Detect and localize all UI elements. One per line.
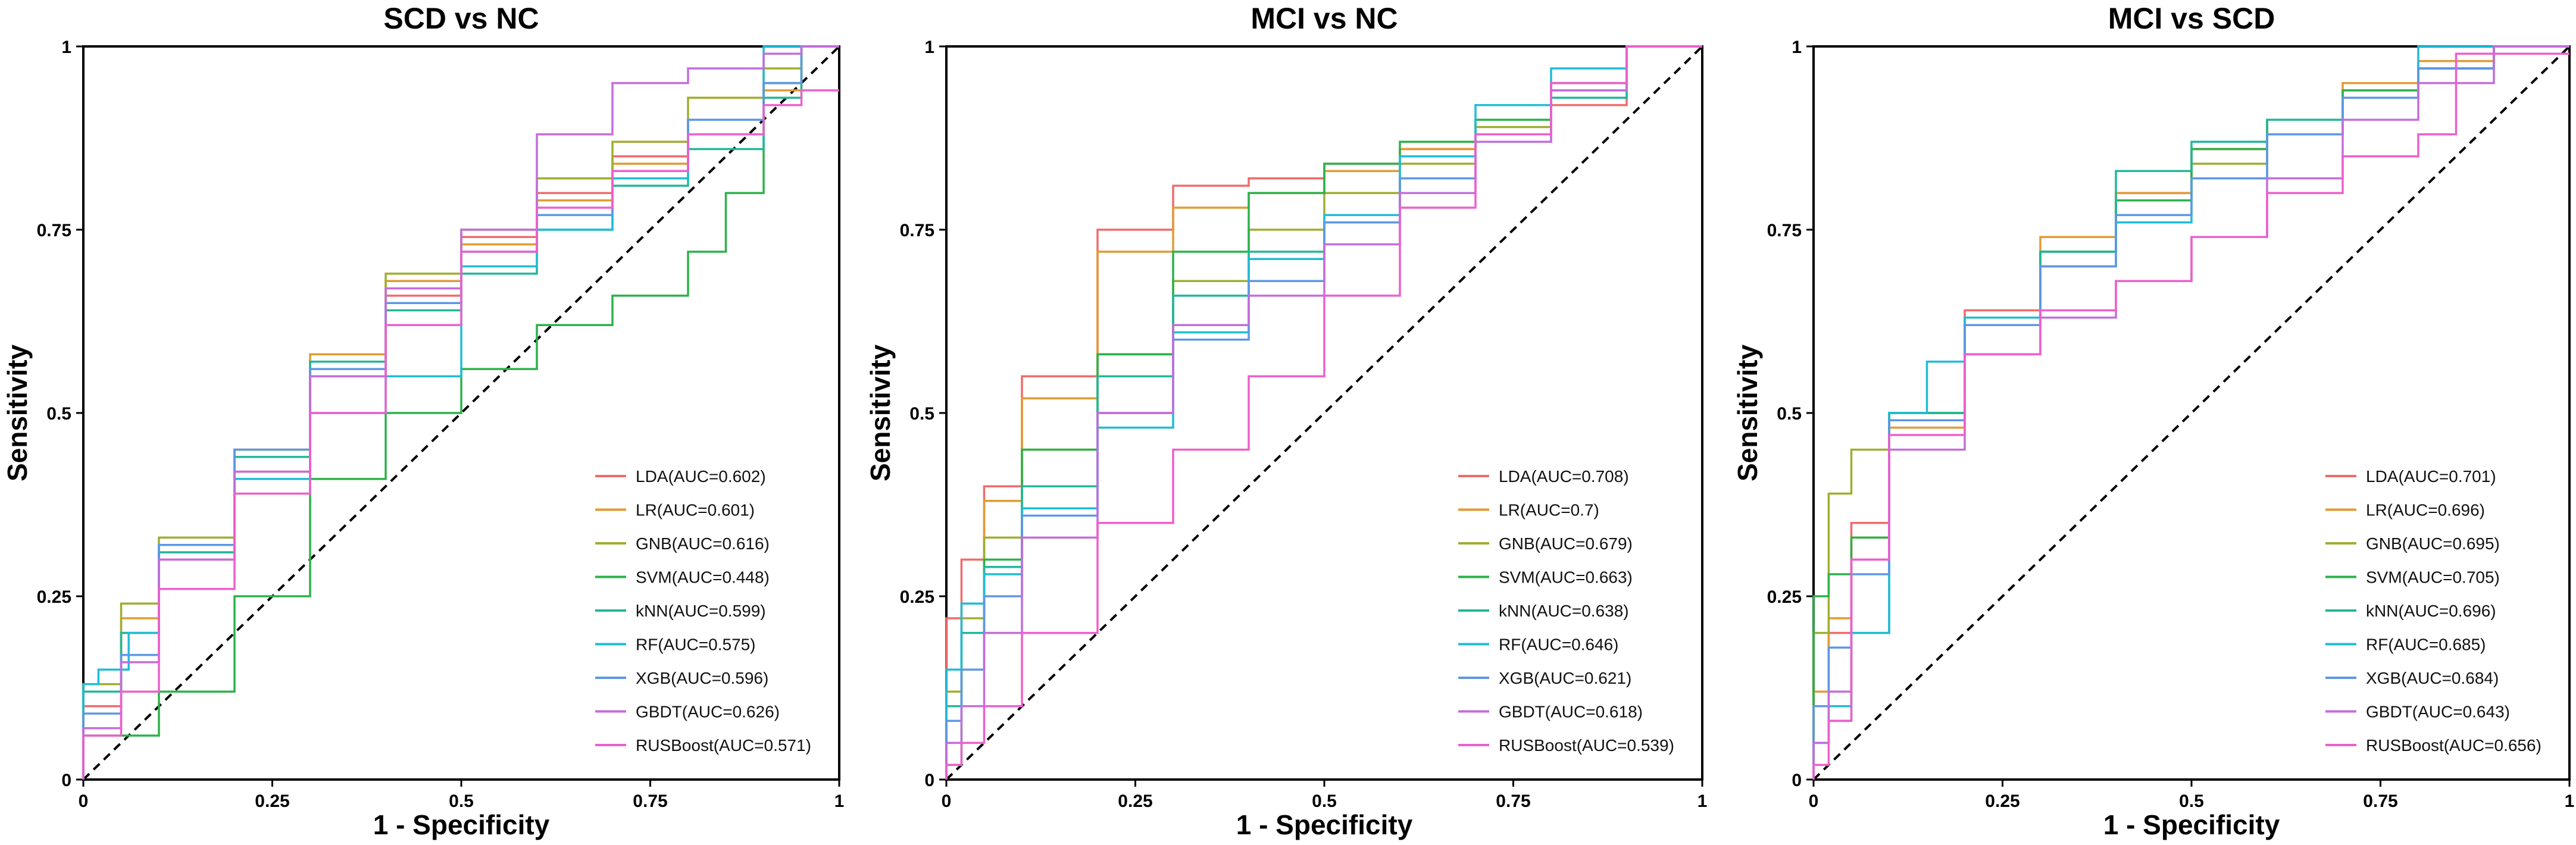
roc-series-line bbox=[82, 45, 839, 780]
legend-label: RUSBoost(AUC=0.571) bbox=[636, 736, 811, 755]
x-tick-label: 0.75 bbox=[633, 791, 667, 811]
x-tick-label: 0 bbox=[942, 791, 952, 811]
x-tick-label: 0 bbox=[79, 791, 89, 811]
legend-label: XGB(AUC=0.684) bbox=[2366, 669, 2499, 687]
legend-label: LDA(AUC=0.708) bbox=[1499, 467, 1629, 486]
x-axis-label: 1 - Specificity bbox=[2103, 809, 2280, 840]
y-axis-label: Sensitivity bbox=[2, 345, 33, 482]
legend-label: LDA(AUC=0.701) bbox=[2366, 467, 2496, 486]
roc-panel-3: 0 0.25 0.5 0.75 1 0 0.25 0.5 0.75 1 MCI vs SCD 1 - … bbox=[1732, 2, 2574, 840]
y-tick-label: 0.25 bbox=[1767, 587, 1802, 607]
x-tick-label: 1 bbox=[1697, 791, 1708, 811]
y-tick-label: 1 bbox=[1792, 37, 1802, 57]
legend-label: RF(AUC=0.685) bbox=[2366, 636, 2486, 654]
x-tick-label: 0.75 bbox=[2363, 791, 2397, 811]
y-tick-label: 0.5 bbox=[46, 404, 71, 424]
x-tick-label: 0.5 bbox=[1312, 791, 1337, 811]
y-tick-label: 0.75 bbox=[1767, 221, 1802, 240]
legend-label: kNN(AUC=0.696) bbox=[2366, 602, 2496, 620]
legend-label: GNB(AUC=0.679) bbox=[1499, 534, 1633, 553]
legend-label: SVM(AUC=0.663) bbox=[1499, 568, 1633, 587]
panel-title: SCD vs NC bbox=[383, 2, 539, 35]
legend-label: SVM(AUC=0.448) bbox=[636, 568, 770, 587]
roc-panel-2: 0 0.25 0.5 0.75 1 0 0.25 0.5 0.75 1 MCI vs NC 1 - S… bbox=[865, 2, 1707, 840]
roc-series-line bbox=[82, 89, 839, 780]
x-axis-label: 1 - Specificity bbox=[1236, 809, 1413, 840]
reference-diagonal bbox=[945, 45, 1703, 781]
legend-label: GNB(AUC=0.695) bbox=[2366, 534, 2500, 553]
reference-diagonal bbox=[82, 45, 840, 781]
x-tick-label: 0 bbox=[1809, 791, 1819, 811]
x-tick-label: 0.25 bbox=[255, 791, 289, 811]
legend-label: GBDT(AUC=0.643) bbox=[2366, 703, 2510, 721]
legend-label: kNN(AUC=0.599) bbox=[636, 602, 766, 620]
legend-label: RF(AUC=0.646) bbox=[1499, 636, 1619, 654]
x-tick-label: 0.5 bbox=[449, 791, 474, 811]
y-tick-label: 0 bbox=[61, 771, 71, 790]
y-axis-label: Sensitivity bbox=[1732, 345, 1763, 482]
x-tick-label: 1 bbox=[834, 791, 845, 811]
legend-label: GNB(AUC=0.616) bbox=[636, 534, 770, 553]
legend-label: LR(AUC=0.7) bbox=[1499, 501, 1599, 519]
panel-title: MCI vs SCD bbox=[2108, 2, 2275, 35]
legend-label: GBDT(AUC=0.618) bbox=[1499, 703, 1643, 721]
legend-label: LR(AUC=0.601) bbox=[636, 501, 755, 519]
y-tick-label: 1 bbox=[61, 37, 71, 57]
y-tick-label: 0.75 bbox=[37, 221, 71, 240]
legend-label: XGB(AUC=0.621) bbox=[1499, 669, 1631, 687]
y-tick-label: 0.5 bbox=[909, 404, 934, 424]
legend-label: RUSBoost(AUC=0.656) bbox=[2366, 736, 2541, 755]
y-tick-label: 0.5 bbox=[1777, 404, 1802, 424]
y-tick-label: 0.25 bbox=[900, 587, 934, 607]
x-axis-label: 1 - Specificity bbox=[373, 809, 550, 840]
x-tick-label: 0.25 bbox=[1118, 791, 1152, 811]
roc-series-line bbox=[945, 45, 1702, 780]
x-tick-label: 0.75 bbox=[1496, 791, 1530, 811]
y-tick-label: 1 bbox=[924, 37, 934, 57]
x-tick-label: 1 bbox=[2565, 791, 2575, 811]
legend-label: LR(AUC=0.696) bbox=[2366, 501, 2485, 519]
panel-title: MCI vs NC bbox=[1251, 2, 1398, 35]
roc-panel-1: 0 0.25 0.5 0.75 1 0 0.25 0.5 0.75 1 SCD vs NC 1 - S… bbox=[2, 2, 844, 840]
roc-series-line bbox=[1812, 52, 2569, 780]
legend-label: XGB(AUC=0.596) bbox=[636, 669, 768, 687]
legend-label: LDA(AUC=0.602) bbox=[636, 467, 766, 486]
y-tick-label: 0 bbox=[1792, 771, 1802, 790]
y-tick-label: 0.75 bbox=[900, 221, 934, 240]
legend-label: kNN(AUC=0.638) bbox=[1499, 602, 1629, 620]
legend-label: RF(AUC=0.575) bbox=[636, 636, 756, 654]
legend-label: RUSBoost(AUC=0.539) bbox=[1499, 736, 1674, 755]
legend-label: SVM(AUC=0.705) bbox=[2366, 568, 2500, 587]
y-axis-label: Sensitivity bbox=[865, 345, 896, 482]
x-tick-label: 0.5 bbox=[2179, 791, 2204, 811]
y-tick-label: 0.25 bbox=[37, 587, 71, 607]
legend-label: GBDT(AUC=0.626) bbox=[636, 703, 780, 721]
reference-diagonal bbox=[1812, 45, 2571, 781]
x-tick-label: 0.25 bbox=[1985, 791, 2019, 811]
y-tick-label: 0 bbox=[924, 771, 934, 790]
